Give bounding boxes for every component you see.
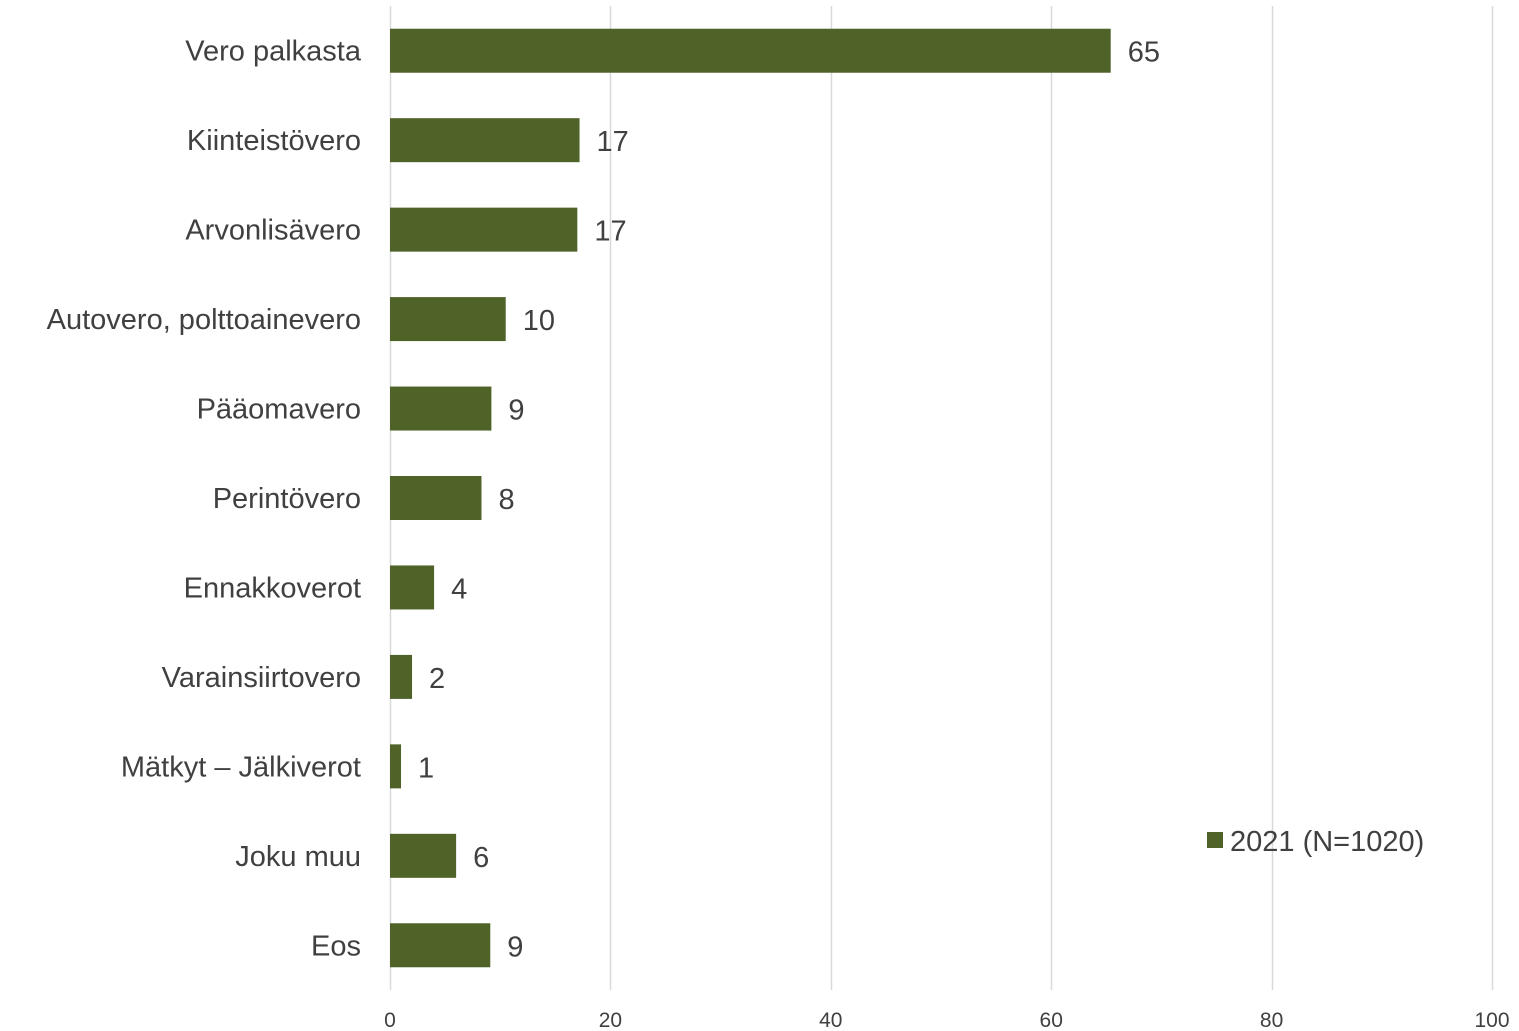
legend-swatch <box>1207 832 1223 848</box>
x-tick-label: 0 <box>384 1009 396 1031</box>
data-label: 10 <box>523 305 555 337</box>
bar <box>390 118 580 163</box>
bar <box>390 565 435 610</box>
value-labels: 65 17 17 10 9 8 4 2 1 6 9 <box>418 37 1160 964</box>
legend: 2021 (N=1020) <box>1207 826 1424 858</box>
category-label: Perintövero <box>213 483 361 515</box>
data-label: 9 <box>507 931 523 963</box>
bar <box>390 297 506 342</box>
x-tick-label: 40 <box>819 1009 842 1031</box>
data-label: 1 <box>418 752 434 784</box>
category-label: Kiinteistövero <box>187 125 361 157</box>
data-label: 17 <box>597 126 629 158</box>
x-axis-tick-labels: 0 20 40 60 80 100 <box>384 1009 1509 1031</box>
data-label: 6 <box>473 842 489 874</box>
bar <box>390 923 491 968</box>
bar <box>390 28 1111 73</box>
bar <box>390 386 492 431</box>
x-tick-label: 20 <box>599 1009 622 1031</box>
bars <box>390 28 1111 968</box>
data-label: 9 <box>508 395 524 427</box>
x-tick-label: 100 <box>1474 1009 1509 1031</box>
x-tick-label: 80 <box>1260 1009 1283 1031</box>
bar <box>390 207 578 252</box>
category-label: Joku muu <box>235 841 361 873</box>
category-label: Ennakkoverot <box>184 572 361 604</box>
data-label: 2 <box>429 663 445 695</box>
category-label: Varainsiirtovero <box>162 662 361 694</box>
bar <box>390 476 482 520</box>
category-label: Eos <box>311 930 361 962</box>
category-label: Mätkyt – Jälkiverot <box>121 751 361 783</box>
bar <box>390 833 457 878</box>
data-label: 65 <box>1128 37 1160 69</box>
category-label: Vero palkasta <box>185 36 362 68</box>
data-label: 4 <box>451 573 467 605</box>
data-label: 17 <box>594 216 626 248</box>
gridlines <box>389 6 1494 990</box>
category-label: Autovero, polttoainevero <box>47 304 361 336</box>
category-labels: Vero palkasta Kiinteistövero Arvonlisävero… <box>47 36 362 963</box>
category-label: Pääomavero <box>197 394 361 426</box>
bar <box>390 744 402 789</box>
x-tick-label: 60 <box>1040 1009 1063 1031</box>
bar <box>390 654 413 699</box>
data-label: 8 <box>498 484 514 516</box>
category-label: Arvonlisävero <box>185 215 361 247</box>
legend-label: 2021 (N=1020) <box>1230 826 1424 858</box>
